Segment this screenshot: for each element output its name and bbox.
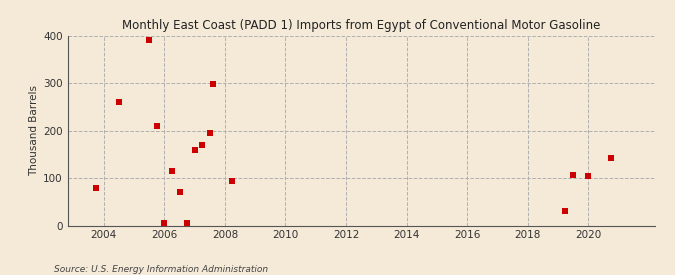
- Point: [113, 100, 124, 104]
- Point: [174, 190, 185, 194]
- Point: [151, 124, 162, 128]
- Text: Source: U.S. Energy Information Administration: Source: U.S. Energy Information Administ…: [54, 265, 268, 274]
- Point: [205, 131, 215, 135]
- Point: [144, 38, 155, 43]
- Point: [605, 155, 616, 160]
- Point: [560, 209, 571, 213]
- Point: [227, 179, 238, 184]
- Point: [159, 221, 170, 225]
- Point: [91, 185, 102, 190]
- Point: [197, 143, 208, 147]
- Point: [182, 221, 192, 225]
- Point: [167, 169, 178, 173]
- Point: [568, 172, 578, 177]
- Point: [207, 82, 218, 86]
- Point: [583, 174, 593, 178]
- Point: [189, 147, 200, 152]
- Title: Monthly East Coast (PADD 1) Imports from Egypt of Conventional Motor Gasoline: Monthly East Coast (PADD 1) Imports from…: [122, 19, 600, 32]
- Y-axis label: Thousand Barrels: Thousand Barrels: [29, 85, 39, 176]
